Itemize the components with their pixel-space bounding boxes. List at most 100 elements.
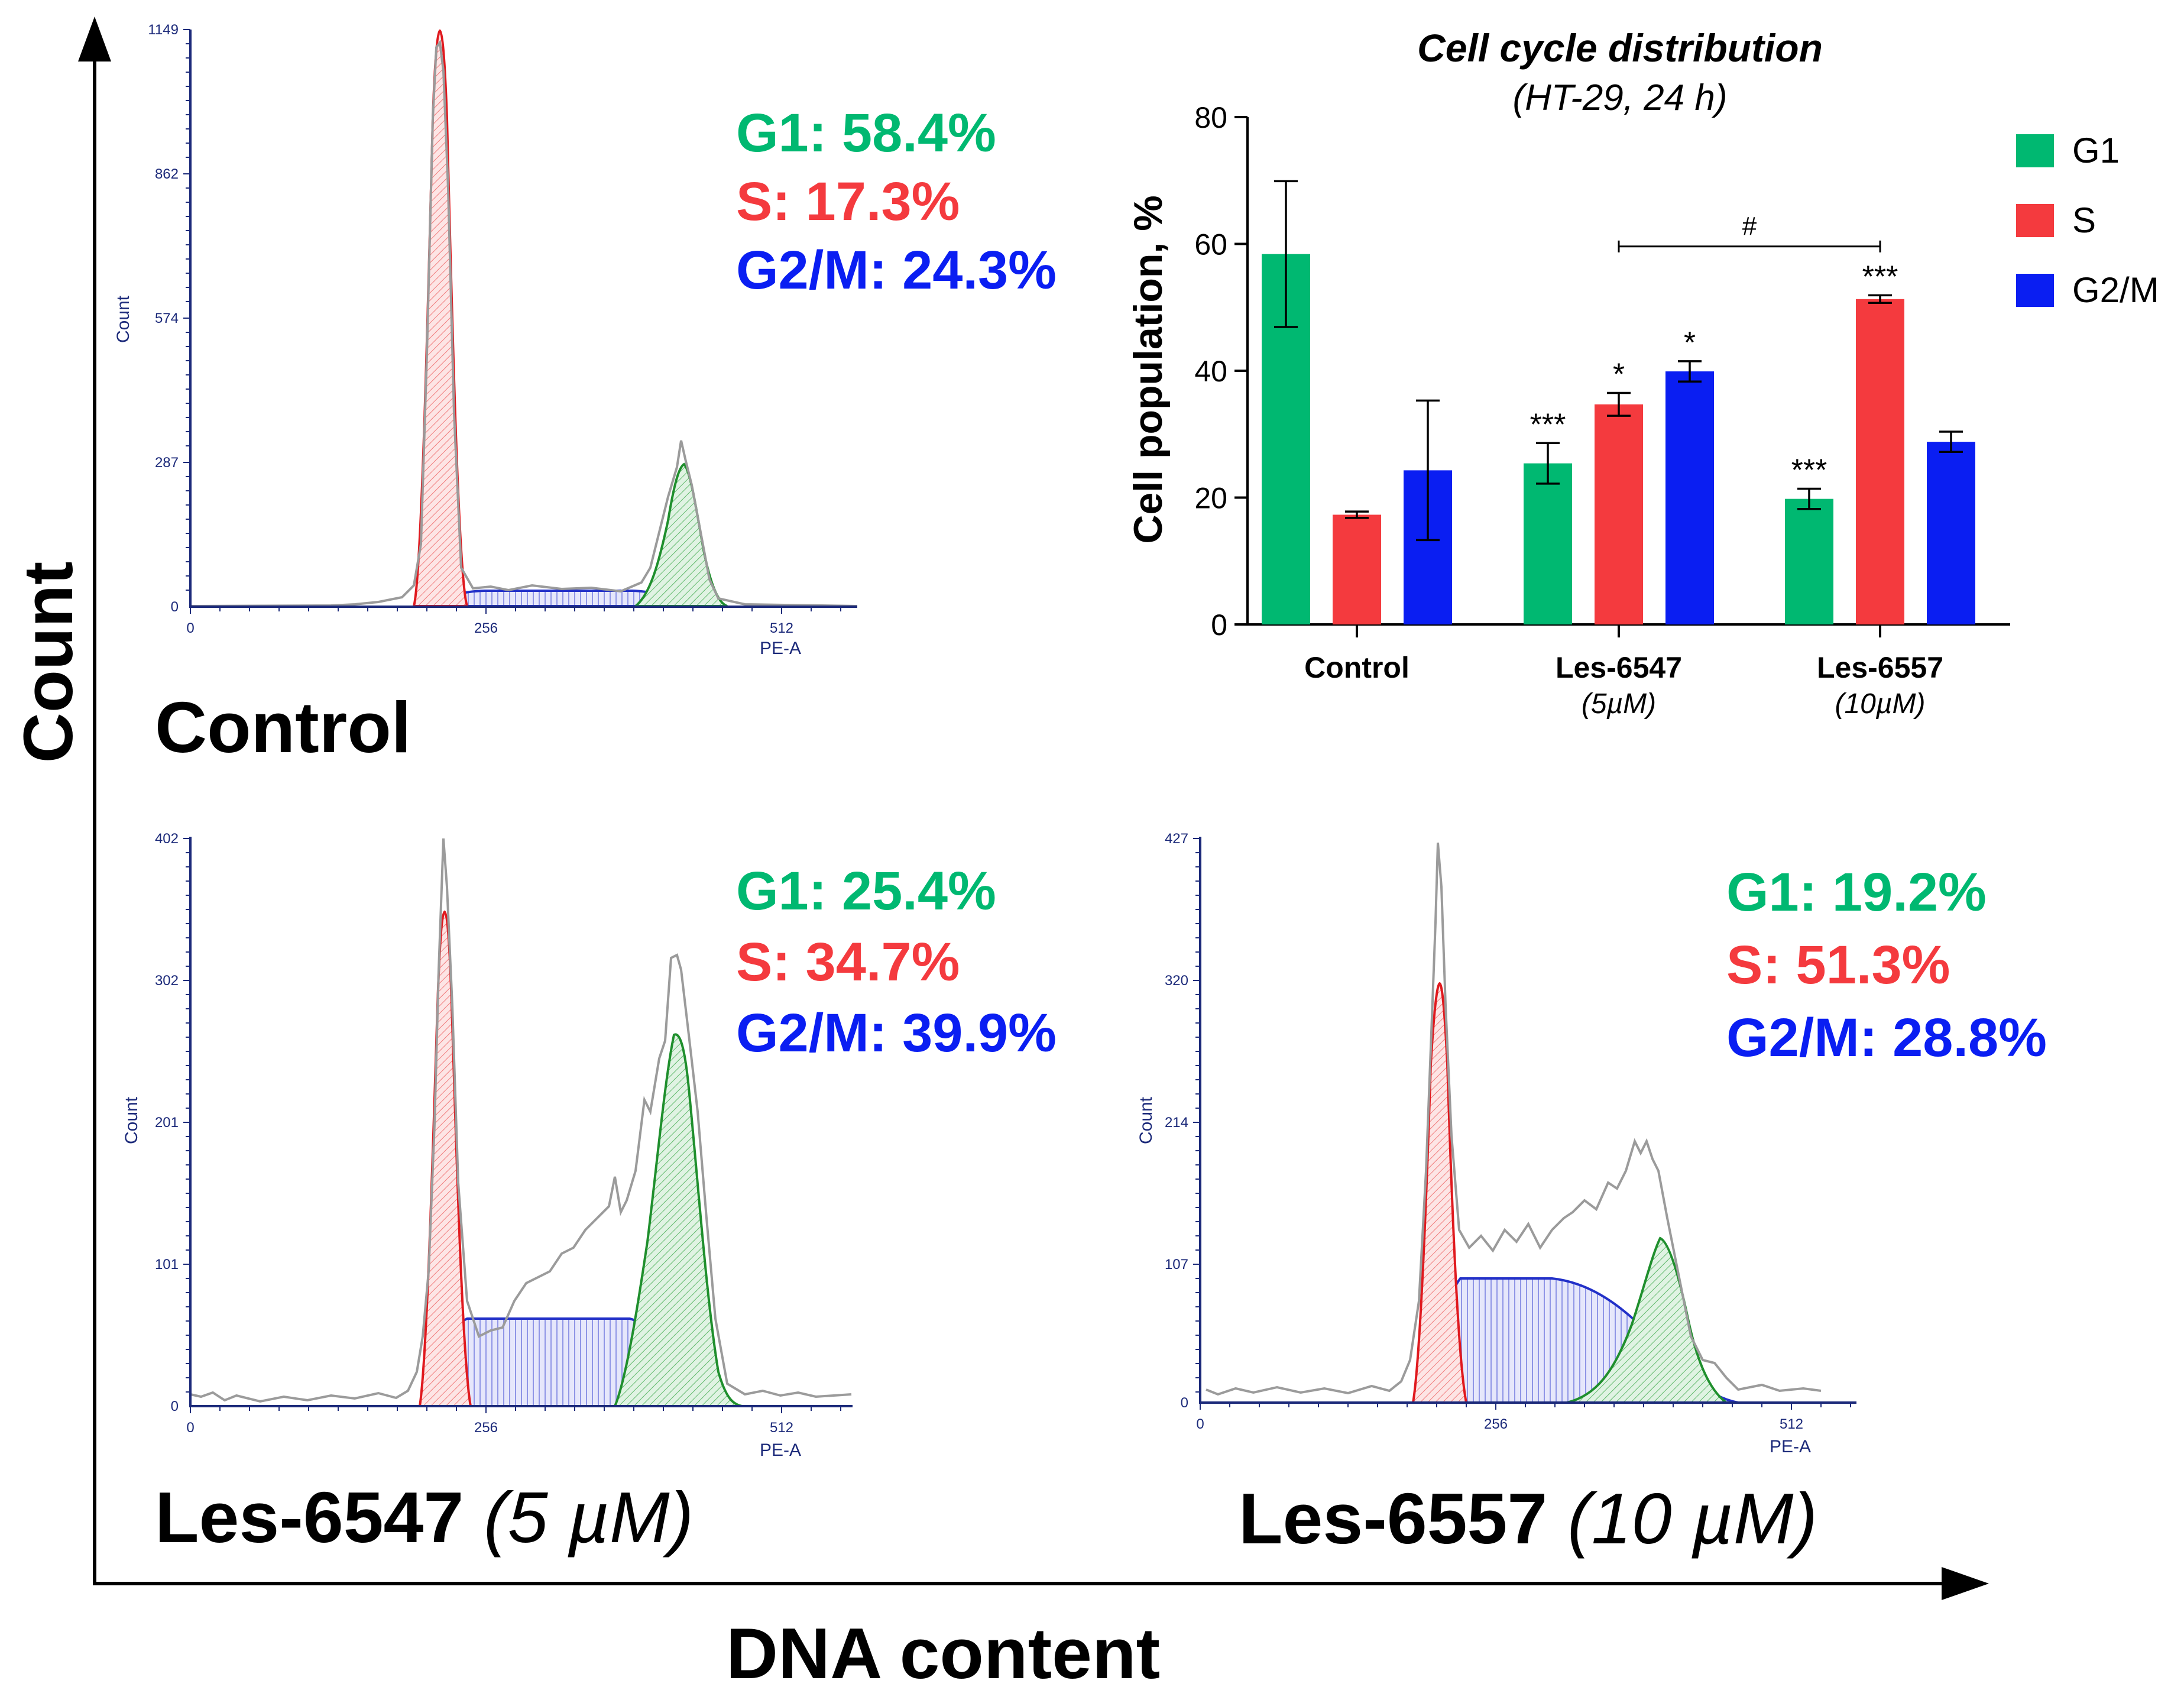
bar-s-les-6547 [1595, 404, 1643, 624]
histogram-les6547-raw-line [190, 838, 852, 1403]
histogram-les6547-x-minor-ticks [190, 1406, 841, 1413]
histogram-les6547-curves [190, 838, 852, 1407]
histogram-control-y-tick: 574 [155, 310, 179, 326]
histogram-control-x-minor-ticks [190, 607, 841, 614]
histogram-les6547-x-tick: 0 [186, 1420, 194, 1436]
significance-annotation: * [1613, 358, 1625, 392]
histogram-les6547-g1-text: G1: 25.4% [736, 861, 996, 921]
histogram-les6547-condition: Les-6547 (5 µM) [155, 1477, 694, 1558]
histogram-les6547: 0 101 201 302 402 0 256 512 Count PE-A G… [122, 831, 1057, 1558]
histogram-les6557-x-tick: 256 [1484, 1416, 1508, 1432]
legend-label-s: S [2072, 200, 2096, 240]
outer-x-axis-label: DNA content [726, 1613, 1160, 1694]
histogram-les6547-condition-dose: (5 µM) [484, 1477, 694, 1558]
bar-chart-subtitle: (HT-29, 24 h) [1513, 77, 1728, 118]
histogram-les6557-y-tick: 0 [1181, 1395, 1188, 1411]
histogram-les6557-y-tick: 427 [1165, 831, 1188, 847]
histogram-les6547-x-tick: 512 [770, 1420, 793, 1436]
bar-chart-category-label: Les-6557 [1817, 651, 1943, 684]
bar-g2m-les-6557 [1927, 442, 1975, 624]
bar-chart-title: Cell cycle distribution [1417, 26, 1823, 70]
histogram-les6557-g1-fill [1566, 1236, 1731, 1404]
bar-chart-y-tick-label: 40 [1194, 355, 1227, 388]
histogram-les6557-condition-name: Les-6557 [1239, 1478, 1547, 1559]
significance-annotation: * [1684, 326, 1696, 360]
histogram-control-g1-text: G1: 58.4% [736, 103, 996, 163]
outer-x-axis-arrow [1942, 1567, 1989, 1600]
outer-axes: Count DNA content [9, 17, 1989, 1694]
histogram-les6557-y-tick: 107 [1165, 1257, 1188, 1273]
histogram-control-x-tick: 256 [474, 620, 498, 636]
histogram-control-y-tick: 862 [155, 166, 179, 182]
significance-annotation: *** [1530, 407, 1566, 442]
histogram-les6557-s-fill [1411, 982, 1468, 1404]
histogram-les6557-g2m-text: G2/M: 28.8% [1726, 1008, 2047, 1068]
histogram-les6557-x-label: PE-A [1770, 1437, 1811, 1456]
histogram-les6547-y-tick: 402 [155, 831, 179, 847]
bar-chart-y-tick-label: 0 [1211, 608, 1227, 642]
bar-chart-y-tick-label: 80 [1194, 101, 1227, 134]
histogram-les6557-x-tick: 0 [1196, 1416, 1204, 1432]
bar-chart-category-sublabel: (5µM) [1582, 688, 1656, 720]
bar-chart-marks: ***********# [1262, 180, 1975, 624]
comparison-label: # [1742, 212, 1757, 241]
histogram-control-raw-line [189, 39, 858, 607]
histogram-control: 0 287 574 862 1149 0 256 512 Count PE-A … [114, 22, 1057, 768]
histogram-les6557-raw-line [1206, 842, 1822, 1396]
histogram-les6557-s-text: S: 51.3% [1726, 935, 1950, 995]
histogram-les6547-x-label: PE-A [760, 1440, 801, 1460]
bar-chart-axes: 0 20 40 60 80 Control Les-6547 (5µM) Les-6557 (10… [1194, 101, 2010, 720]
histogram-control-y-tick: 0 [171, 599, 179, 615]
bar-s-les-6557 [1856, 299, 1904, 624]
outer-y-axis-label: Count [9, 562, 88, 763]
histogram-les6547-y-tick: 101 [155, 1257, 179, 1273]
legend-label-g1: G1 [2072, 131, 2120, 170]
histogram-control-x-tick: 512 [770, 620, 793, 636]
legend-label-g2m: G2/M [2072, 270, 2159, 310]
histogram-les6557-condition-dose: (10 µM) [1567, 1478, 1817, 1559]
histogram-les6557-curves [1206, 842, 1822, 1404]
histogram-les6557-y-label: Count [1136, 1096, 1156, 1144]
histogram-control-y-label: Count [114, 295, 133, 343]
histogram-les6557-y-minor-ticks [1193, 838, 1200, 1393]
histogram-les6557-x-tick: 512 [1780, 1416, 1803, 1432]
histogram-control-x-tick: 0 [186, 620, 194, 636]
histogram-les6557-condition: Les-6557 (10 µM) [1239, 1478, 1817, 1559]
histogram-les6547-s-text: S: 34.7% [736, 932, 960, 992]
bar-chart-legend: G1 S G2/M [2016, 131, 2159, 310]
histogram-les6547-x-tick: 256 [474, 1420, 498, 1436]
histogram-les6547-y-label: Count [122, 1096, 141, 1144]
bar-chart-y-label: Cell population, % [1126, 195, 1171, 543]
histogram-les6547-condition-name: Les-6547 [155, 1477, 464, 1558]
histogram-control-y-tick: 287 [155, 455, 179, 471]
histogram-control-s-text: S: 17.3% [736, 171, 960, 232]
histogram-control-g2m-text: G2/M: 24.3% [736, 240, 1057, 300]
histogram-control-y-minor-ticks [183, 29, 190, 591]
significance-annotation: *** [1791, 453, 1827, 487]
bar-chart-category-label: Les-6547 [1556, 651, 1682, 684]
histogram-les6557-y-tick: 320 [1165, 973, 1188, 989]
histogram-control-g1-fill [632, 462, 728, 607]
histogram-les6547-y-tick: 201 [155, 1115, 179, 1131]
histogram-les6557-x-minor-ticks [1200, 1403, 1851, 1410]
bar-g1-les-6557 [1785, 498, 1833, 624]
significance-annotation: *** [1862, 260, 1898, 294]
legend-swatch-s [2016, 204, 2054, 237]
bar-chart: Cell cycle distribution (HT-29, 24 h) Ce… [1126, 26, 2159, 720]
histogram-control-curves [189, 29, 858, 607]
histogram-les6547-s-fill [418, 910, 472, 1407]
histogram-control-y-tick: 1149 [148, 22, 179, 38]
bar-g1-les-6547 [1524, 463, 1572, 624]
legend-swatch-g2m [2016, 274, 2054, 307]
histogram-control-x-label: PE-A [760, 639, 801, 658]
histogram-control-condition: Control [155, 687, 411, 768]
outer-y-axis-arrow [78, 17, 111, 61]
histogram-les6547-y-minor-ticks [183, 838, 190, 1393]
histogram-les6557-g1-text: G1: 19.2% [1726, 862, 1987, 922]
bar-s-control [1333, 514, 1381, 624]
histogram-les6557-y-tick: 214 [1165, 1115, 1188, 1131]
histogram-les6547-g2m-text: G2/M: 39.9% [736, 1003, 1057, 1063]
bar-chart-y-tick-label: 60 [1194, 228, 1227, 261]
bar-chart-category-sublabel: (10µM) [1835, 688, 1926, 720]
histogram-les6547-y-tick: 0 [171, 1398, 179, 1414]
